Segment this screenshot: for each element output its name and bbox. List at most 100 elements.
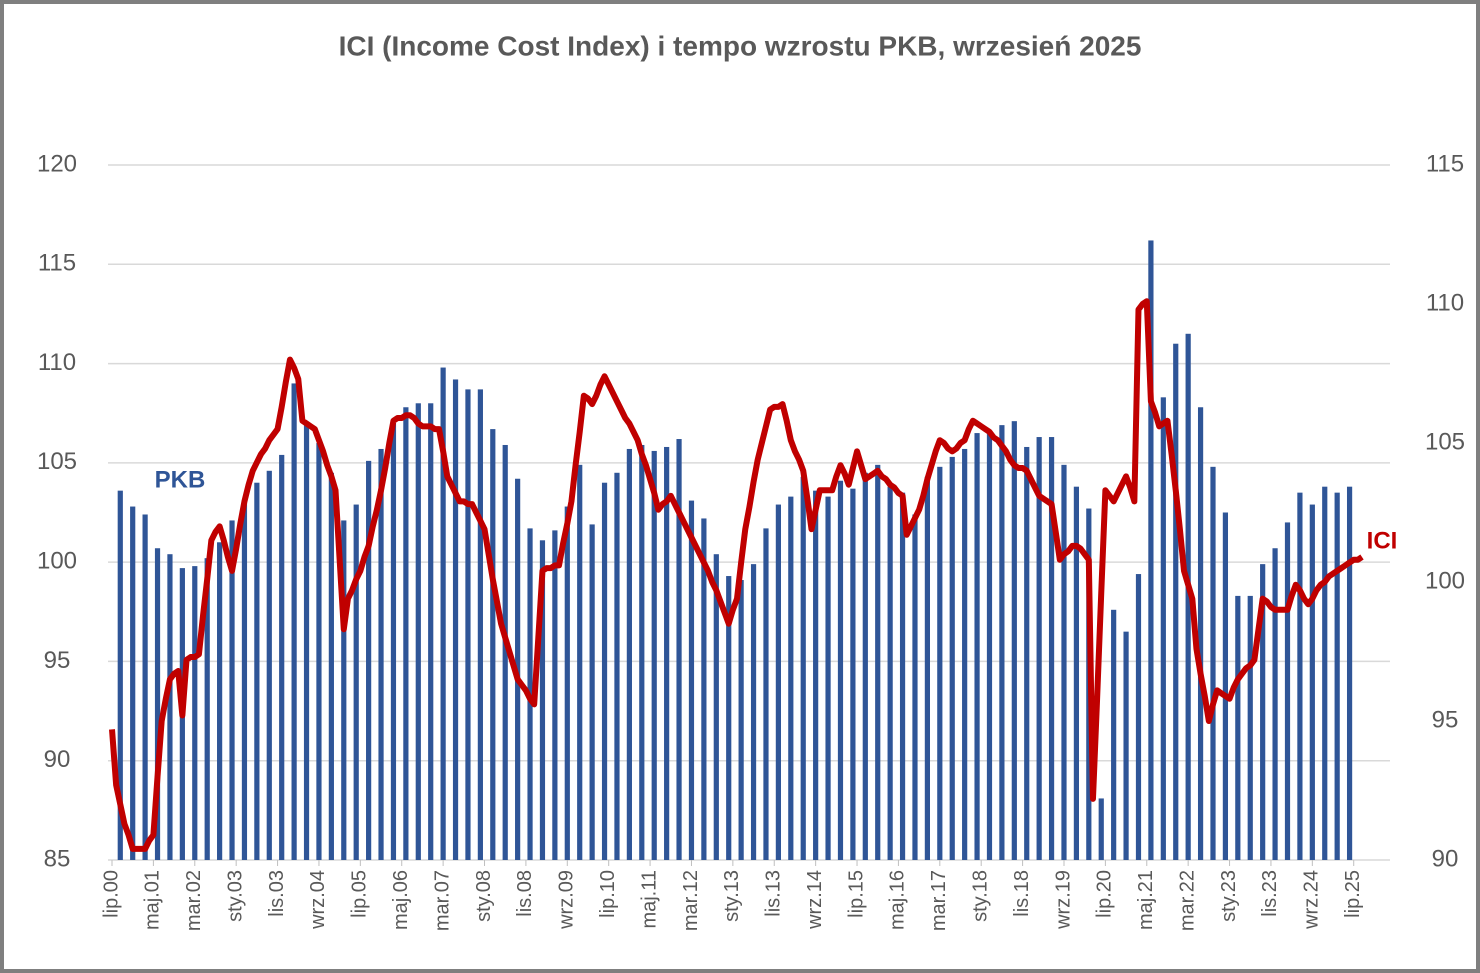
- bar: [1036, 437, 1042, 860]
- bar: [291, 383, 297, 860]
- x-tick-label: sty.08: [473, 870, 495, 922]
- bar: [713, 554, 719, 860]
- x-tick-label: lis.18: [1011, 870, 1033, 917]
- x-tick-label: wrz.04: [307, 870, 329, 930]
- bar: [1247, 595, 1253, 860]
- bar: [303, 423, 310, 860]
- bar: [962, 448, 968, 860]
- bar: [316, 443, 322, 860]
- y2-tick-label: 105: [1425, 428, 1465, 455]
- bar: [701, 518, 707, 860]
- y2-tick-label: 100: [1425, 567, 1465, 594]
- bar: [1073, 486, 1080, 860]
- x-tick-label: lip.15: [845, 870, 867, 918]
- bar: [589, 524, 595, 860]
- x-tick-label: lis.03: [266, 870, 288, 917]
- bar: [1185, 333, 1191, 860]
- y2-tick-label: 115: [1426, 150, 1464, 177]
- bar: [912, 514, 918, 860]
- x-tick-label: lis.08: [514, 870, 536, 917]
- bar: [1048, 437, 1055, 860]
- y-tick-label: 110: [38, 349, 76, 376]
- bar: [601, 482, 608, 860]
- x-tick-label: mar.22: [1176, 870, 1198, 931]
- bar: [1173, 343, 1179, 860]
- bar: [1235, 595, 1241, 860]
- chart-title: ICI (Income Cost Index) i tempo wzrostu …: [339, 30, 1142, 61]
- y-tick-label: 105: [37, 448, 77, 475]
- bar: [167, 554, 173, 860]
- x-tick-label: lip.05: [349, 870, 371, 918]
- x-tick-label: wrz.14: [804, 870, 826, 930]
- bar: [1197, 407, 1204, 860]
- bar: [502, 444, 508, 860]
- bar: [750, 564, 757, 860]
- bar: [328, 472, 334, 860]
- y-tick-label: 95: [44, 647, 71, 674]
- bar: [626, 448, 632, 860]
- y2-tick-label: 110: [1426, 289, 1464, 316]
- x-tick-label: lis.13: [763, 870, 785, 917]
- bar: [1024, 446, 1030, 860]
- x-tick-label: maj.11: [638, 870, 660, 929]
- y2-tick-label: 90: [1432, 845, 1459, 872]
- bar: [415, 403, 421, 860]
- bar: [1061, 464, 1067, 860]
- bar: [539, 540, 546, 860]
- y-tick-label: 90: [44, 746, 71, 773]
- bar: [813, 490, 819, 860]
- x-tick-label: maj.01: [142, 870, 164, 930]
- y-tick-label: 115: [38, 250, 76, 277]
- bar: [477, 389, 483, 860]
- bar: [564, 506, 570, 860]
- bar: [726, 576, 732, 860]
- bar: [1284, 522, 1291, 860]
- bar: [614, 472, 620, 860]
- x-tick-label: mar.12: [680, 870, 702, 931]
- x-tick-label: sty.13: [721, 870, 743, 922]
- bar: [887, 486, 893, 860]
- bar: [390, 423, 397, 860]
- x-tick-label: mar.02: [183, 870, 205, 931]
- x-tick-label: lip.10: [597, 870, 619, 918]
- bar: [800, 476, 806, 860]
- bar: [1260, 564, 1266, 860]
- y2-tick-label: 95: [1432, 706, 1459, 733]
- bar: [1135, 574, 1142, 860]
- x-tick-label: wrz.19: [1052, 870, 1074, 930]
- bar: [688, 500, 695, 860]
- bar: [254, 482, 260, 860]
- bar: [192, 566, 198, 860]
- bar: [974, 433, 980, 860]
- bar: [1148, 240, 1154, 860]
- bar: [1160, 397, 1166, 860]
- bar: [850, 488, 856, 860]
- bar: [341, 520, 347, 860]
- legend-label: PKB: [155, 466, 206, 493]
- bar: [465, 389, 471, 860]
- bar: [552, 530, 558, 860]
- x-tick-label: wrz.24: [1301, 870, 1323, 930]
- bar: [651, 450, 657, 860]
- bar: [1322, 486, 1328, 860]
- x-tick-label: sty.18: [969, 870, 991, 922]
- x-tick-label: wrz.09: [556, 870, 578, 930]
- x-tick-label: sty.23: [1218, 870, 1240, 922]
- bar: [949, 456, 955, 860]
- bar: [788, 496, 794, 860]
- bar: [1222, 512, 1229, 860]
- bar: [1111, 609, 1117, 860]
- bar: [1011, 421, 1017, 860]
- bar: [577, 464, 583, 860]
- x-tick-label: lip.25: [1342, 870, 1364, 918]
- bar: [117, 490, 123, 860]
- bar: [825, 496, 831, 860]
- bar: [217, 542, 223, 860]
- bar: [204, 558, 210, 860]
- bar: [1334, 492, 1340, 860]
- bar: [1098, 798, 1104, 860]
- x-tick-label: lis.23: [1259, 870, 1281, 917]
- bar: [738, 580, 744, 860]
- bar: [875, 464, 881, 860]
